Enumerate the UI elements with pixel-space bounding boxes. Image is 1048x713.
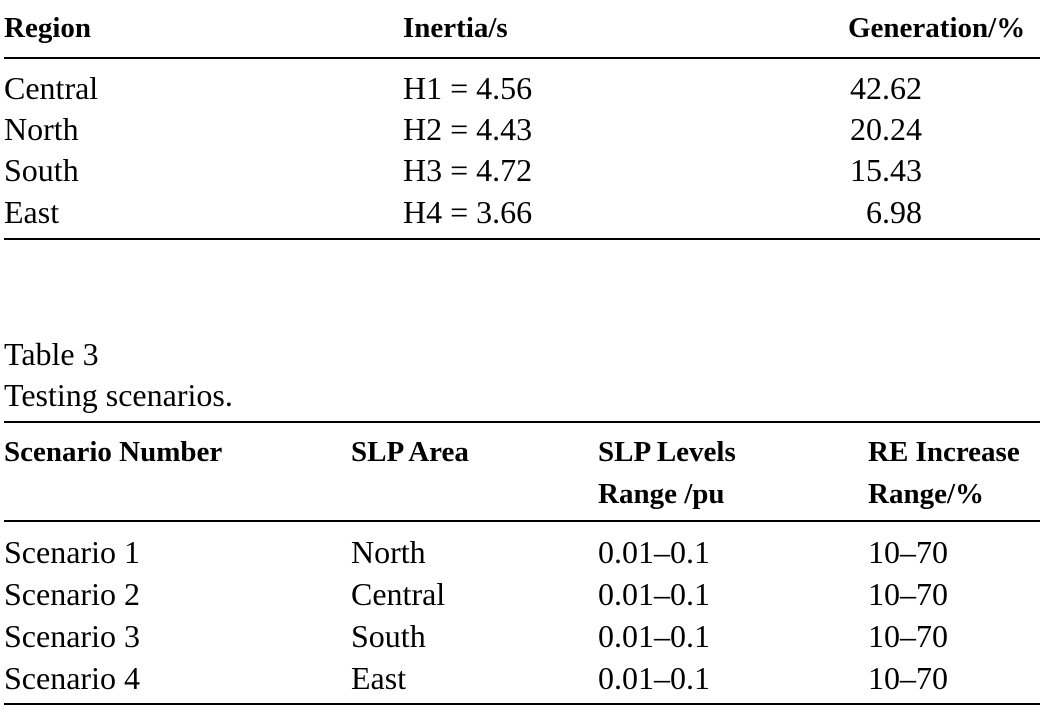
table-3-header-rule — [4, 520, 1040, 522]
slp-levels-cell: 0.01–0.1 — [598, 660, 710, 696]
re-increase-cell: 10–70 — [868, 534, 948, 570]
inertia-cell: H3 = 4.72 — [403, 152, 533, 188]
column-header-slp-levels-line-1: SLP Levels — [598, 436, 736, 468]
slp-area-cell: South — [351, 618, 426, 654]
region-cell: North — [4, 111, 79, 147]
table-label: Table 3 — [4, 336, 99, 372]
column-header-region: Region — [4, 12, 91, 44]
region-cell: Central — [4, 70, 99, 106]
generation-cell: 20.24 — [850, 111, 922, 147]
inertia-cell: H1 = 4.56 — [403, 70, 533, 106]
column-header-slp-area: SLP Area — [351, 436, 469, 468]
region-cell: East — [4, 194, 60, 230]
table-2-header-rule — [4, 57, 1040, 59]
scenario-cell: Scenario 2 — [4, 576, 140, 612]
re-increase-cell: 10–70 — [868, 660, 948, 696]
column-header-re-increase-line-2: Range/% — [868, 478, 984, 510]
table-3-bottom-rule — [4, 703, 1040, 705]
generation-cell: 15.43 — [850, 152, 922, 188]
generation-cell: 42.62 — [850, 70, 922, 106]
slp-levels-cell: 0.01–0.1 — [598, 534, 710, 570]
scenario-cell: Scenario 4 — [4, 660, 140, 696]
generation-cell: 6.98 — [866, 194, 922, 230]
column-header-slp-levels-line-2: Range /pu — [598, 478, 725, 510]
table-2-bottom-rule — [4, 238, 1040, 240]
slp-levels-cell: 0.01–0.1 — [598, 576, 710, 612]
table-caption: Testing scenarios. — [4, 377, 233, 413]
slp-area-cell: North — [351, 534, 426, 570]
column-header-scenario-number: Scenario Number — [4, 436, 223, 468]
column-header-re-increase-line-1: RE Increase — [868, 436, 1020, 468]
inertia-cell: H4 = 3.66 — [403, 194, 533, 230]
column-header-inertia: Inertia/s — [403, 12, 508, 44]
re-increase-cell: 10–70 — [868, 618, 948, 654]
slp-area-cell: Central — [351, 576, 446, 612]
region-cell: South — [4, 152, 79, 188]
slp-area-cell: East — [351, 660, 407, 696]
inertia-cell: H2 = 4.43 — [403, 111, 533, 147]
table-3-top-rule — [4, 421, 1040, 423]
scenario-cell: Scenario 3 — [4, 618, 140, 654]
re-increase-cell: 10–70 — [868, 576, 948, 612]
slp-levels-cell: 0.01–0.1 — [598, 618, 710, 654]
scenario-cell: Scenario 1 — [4, 534, 140, 570]
column-header-generation: Generation/% — [848, 12, 1026, 44]
